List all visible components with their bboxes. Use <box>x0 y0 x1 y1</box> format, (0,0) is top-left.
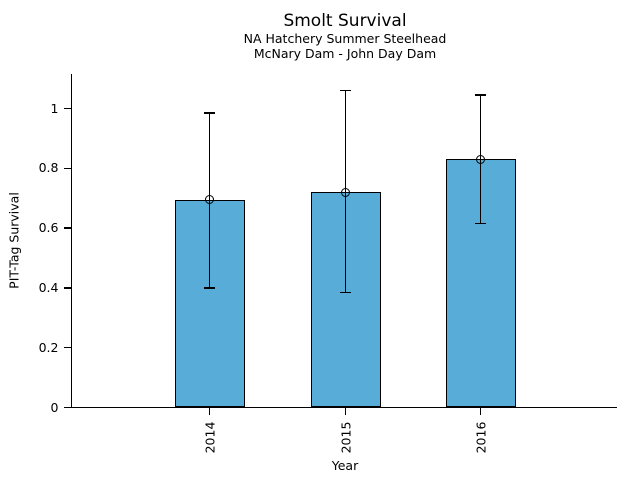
x-tick-label-2016: 2016 <box>473 421 488 453</box>
x-tick-2016 <box>479 408 482 416</box>
y-tick-0.2 <box>63 346 71 349</box>
error-cap-top-2015 <box>340 89 351 92</box>
x-tick-2015 <box>344 408 347 416</box>
x-tick-label-2015: 2015 <box>338 421 353 453</box>
y-tick-0.4 <box>63 287 71 289</box>
y-tick-1 <box>63 107 71 110</box>
error-cap-bottom-2015 <box>340 291 351 294</box>
chart-title: Smolt Survival <box>283 11 407 31</box>
y-tick-label-0.6: 0.6 <box>38 220 59 236</box>
y-tick-label-0.8: 0.8 <box>38 160 59 176</box>
y-tick-label-1: 1 <box>50 100 59 116</box>
error-cap-bottom-2014 <box>204 287 215 289</box>
bar-2015 <box>310 192 381 408</box>
y-tick-label-0.4: 0.4 <box>38 279 59 295</box>
y-tick-label-0.2: 0.2 <box>38 339 59 355</box>
point-marker-2014 <box>205 195 214 205</box>
error-cap-bottom-2016 <box>475 222 486 225</box>
x-tick-2014 <box>208 408 211 416</box>
error-cap-top-2014 <box>204 112 215 114</box>
y-tick-0.8 <box>63 167 71 170</box>
x-tick-label-2014: 2014 <box>202 421 217 453</box>
point-marker-2016 <box>476 154 485 164</box>
y-axis-line <box>70 74 72 409</box>
x-axis-label: Year <box>331 458 359 473</box>
chart-subtitle-line2: McNary Dam - John Day Dam <box>253 46 437 61</box>
error-cap-top-2016 <box>475 94 486 96</box>
point-marker-2015 <box>341 187 350 197</box>
y-tick-label-0: 0 <box>50 399 59 415</box>
title-block: Smolt Survival NA Hatchery Summer Steelh… <box>73 11 617 61</box>
x-axis-line <box>64 406 617 409</box>
y-tick-0 <box>63 406 71 409</box>
chart-subtitle-line1: NA Hatchery Summer Steelhead <box>243 31 447 46</box>
y-tick-0.6 <box>63 227 71 229</box>
